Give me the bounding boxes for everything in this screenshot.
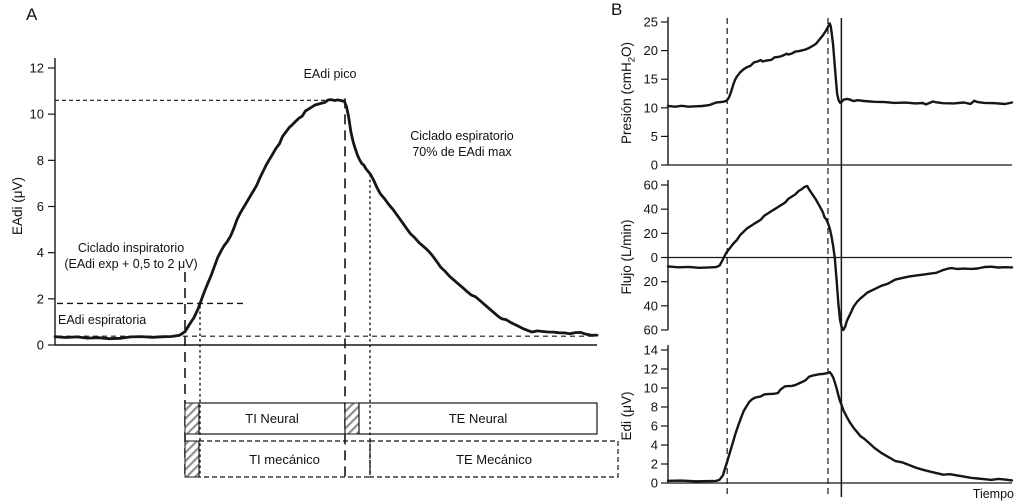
presion-ytick-label: 10 [644,100,658,115]
edi-ytick-label: 2 [651,457,658,472]
presion-ylabel-sub: 2 [626,56,638,63]
exp-cycling-line1: Ciclado espiratorio [410,129,514,143]
te-mecanico-label: TE Mecánico [456,452,532,467]
panel-a-plot: 0 2 4 6 8 10 12 [30,58,619,478]
presion-ylabel-suffix: O) [619,41,634,57]
x-axis-label-tiempo: Tiempo [972,487,1014,501]
panel-b-letter: B [611,0,623,19]
ti-mecanico-label: TI mecánico [249,452,320,467]
edi-ytick-label: 14 [644,343,658,358]
presion-ytick-label: 5 [651,129,658,144]
presion-ytick-label: 15 [644,72,658,87]
edi-ytick-label: 0 [651,476,658,491]
te-mecanico-box [369,440,619,478]
cycling-delay-hatch [344,402,360,435]
presion-ytick-label: 20 [644,43,658,58]
edi-ytick-label: 4 [651,438,658,453]
a-ytick-label: 8 [37,153,44,168]
edi-ylabel: Edi (μV) [619,391,634,441]
flujo-ylabel: Flujo (L/min) [619,219,634,295]
a-ytick-label: 6 [37,199,44,214]
edi-ytick-label: 12 [644,362,658,377]
a-ytick-label: 4 [37,245,44,260]
panel-b-plot: 0 5 10 15 20 25 60 40 20 0 20 40 60 0 2 4 6 8 10 12 14 [644,15,1014,497]
insp-cycling-annotation: Ciclado inspiratorio (EAdi exp + 0,5 to … [45,240,217,273]
presion-ytick-label: 0 [651,158,658,173]
insp-cycling-line2: (EAdi exp + 0,5 to 2 μV) [64,257,198,272]
insp-cycling-line1: Ciclado inspiratorio [77,241,185,255]
trigger-delay-hatch-1 [184,402,200,435]
presion-curve [666,22,1014,108]
edi-ytick-label: 8 [651,400,658,415]
trigger-delay-hatch-2 [184,440,200,478]
panel-a-ylabel: EAdi (μV) [10,176,25,236]
ti-neural-label: TI Neural [245,411,299,426]
a-ytick-label: 0 [37,338,44,353]
flujo-ytick-label: 60 [644,323,658,338]
eadi-curve [53,98,599,341]
presion-ytick-label: 25 [644,15,658,30]
presion-ylabel-prefix: Presión (cmH [619,62,634,145]
flujo-ytick-label: 40 [644,298,658,313]
flujo-ytick-label: 40 [644,202,658,217]
flujo-curve [666,184,1014,332]
te-neural-label: TE Neural [448,411,508,426]
ti-mecanico-box [198,440,371,478]
edi-curve [666,370,1014,483]
eadi-espiratoria-annotation: EAdi espiratoria [58,313,147,327]
flujo-ytick-label: 0 [651,250,658,265]
exp-cycling-line2: 70% de EAdi max [412,145,512,160]
a-ytick-label: 12 [30,61,44,76]
eadi-pico-annotation: EAdi pico [303,67,357,81]
flujo-ytick-label: 20 [644,226,658,241]
edi-ytick-label: 6 [651,419,658,434]
exp-cycling-annotation: Ciclado espiratorio 70% de EAdi max [383,128,541,161]
presion-ylabel: Presión (cmH2O) [619,13,638,173]
a-ytick-label: 10 [30,107,44,122]
edi-ytick-label: 10 [644,381,658,396]
flujo-ytick-label: 20 [644,274,658,289]
panel-a-letter: A [26,5,38,24]
a-ytick-label: 2 [37,291,44,306]
te-neural-box [358,402,598,435]
flujo-ytick-label: 60 [644,178,658,193]
